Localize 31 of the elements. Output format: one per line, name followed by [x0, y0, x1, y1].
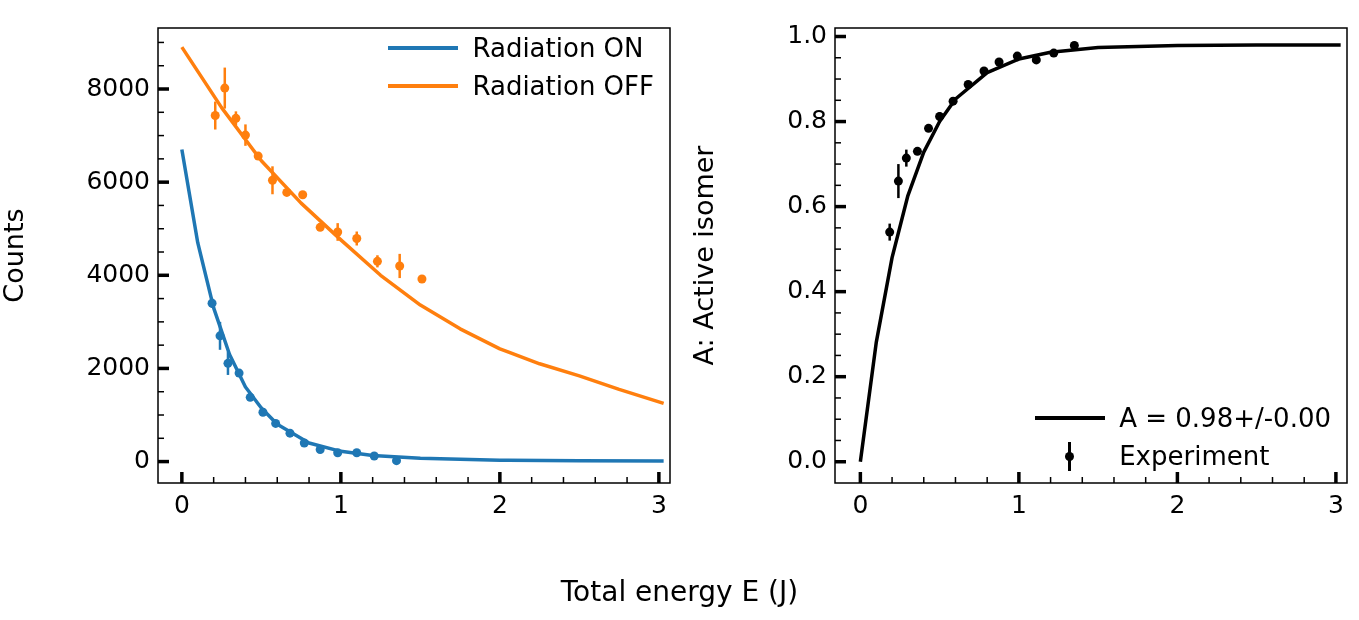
y-axis-title: Counts: [0, 208, 30, 303]
y-tick-label: 0.4: [787, 275, 827, 305]
y-tick-label: 0.8: [787, 105, 827, 135]
y-tick-label: 8000: [86, 72, 150, 102]
point: [298, 190, 308, 200]
legend-label: A = 0.98+/-0.00: [1119, 402, 1331, 435]
y-tick-label: 6000: [86, 165, 150, 195]
x-axis-title: Total energy E (J): [559, 575, 800, 608]
legend-label: Radiation OFF: [472, 70, 654, 103]
x-tick-label: 2: [1169, 489, 1186, 519]
x-tick-label: 3: [1327, 489, 1344, 519]
x-tick-label: 2: [491, 489, 508, 519]
y-tick-label: 0.2: [787, 360, 827, 390]
y-tick-label: 4000: [86, 258, 150, 288]
x-tick-label: 1: [332, 489, 349, 519]
point: [315, 222, 325, 232]
x-tick-label: 0: [852, 489, 869, 519]
legend-label: Experiment: [1119, 440, 1270, 473]
point: [417, 274, 427, 284]
y-axis-title: A: Active isomer: [688, 144, 720, 366]
y-tick-label: 1.0: [787, 20, 827, 49]
y-tick-label: 0: [134, 445, 150, 475]
x-tick-label: 1: [1010, 489, 1027, 519]
y-tick-label: 0.6: [787, 190, 827, 220]
point: [924, 123, 934, 133]
point: [912, 146, 922, 156]
x-tick-label: 3: [650, 489, 667, 519]
legend-label: Radiation ON: [472, 32, 644, 65]
y-tick-label: 0.0: [787, 445, 827, 475]
x-tick-label: 0: [173, 489, 190, 519]
y-tick-label: 2000: [86, 351, 150, 381]
